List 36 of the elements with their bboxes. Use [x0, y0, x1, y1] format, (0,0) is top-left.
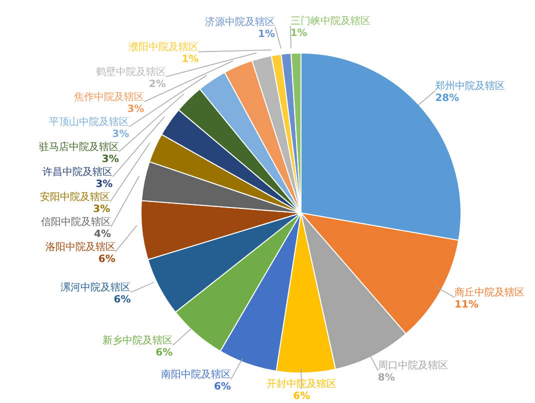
data-label: 6% — [293, 391, 310, 402]
data-label: 3% — [112, 128, 130, 140]
slice-label: 三门峡中院及辖区 — [290, 15, 370, 28]
slice-label: 南阳中院及辖区 — [160, 368, 231, 380]
data-label: 3% — [102, 154, 119, 165]
data-label: 4% — [94, 228, 111, 240]
slice-label: 济源中院及辖区 — [205, 16, 276, 28]
slice-label: 安阳中院及辖区 — [40, 190, 110, 203]
slice-label: 驻马店中院及辖区 — [38, 140, 119, 153]
slice-label: 濮阳中院及辖区 — [128, 40, 199, 53]
data-label: 1% — [290, 28, 308, 40]
data-label: 3% — [93, 204, 110, 215]
slice-label: 洛阳中院及辖区 — [45, 240, 116, 253]
data-label: 1% — [182, 54, 199, 65]
slice-label: 许昌中院及辖区 — [42, 166, 113, 178]
slice-label: 信阳中院及辖区 — [40, 216, 111, 228]
data-label: 28% — [435, 92, 460, 104]
data-label: 3% — [96, 178, 113, 190]
slice-label: 鹤壁中院及辖区 — [96, 66, 166, 78]
data-label: 6% — [214, 381, 231, 392]
slice-label: 漯河中院及辖区 — [60, 281, 131, 294]
slice-label: 开封中院及辖区 — [266, 378, 337, 390]
data-label: 6% — [98, 254, 116, 265]
slice-label: 郑州中院及辖区 — [435, 80, 506, 92]
data-label: 6% — [114, 294, 131, 306]
data-label: 1% — [258, 28, 276, 40]
data-label: 8% — [378, 372, 395, 384]
slice-label: 焦作中院及辖区 — [74, 90, 144, 103]
data-label: 3% — [127, 104, 144, 115]
slice-label: 商丘中院及辖区 — [454, 286, 525, 298]
slice-label: 平顶山中院及辖区 — [49, 116, 130, 128]
data-label: 11% — [454, 299, 478, 310]
data-label: 2% — [148, 78, 166, 90]
slice-label: 周口中院及辖区 — [378, 360, 448, 372]
slice-label: 新乡中院及辖区 — [102, 334, 173, 346]
data-label: 6% — [156, 347, 173, 358]
